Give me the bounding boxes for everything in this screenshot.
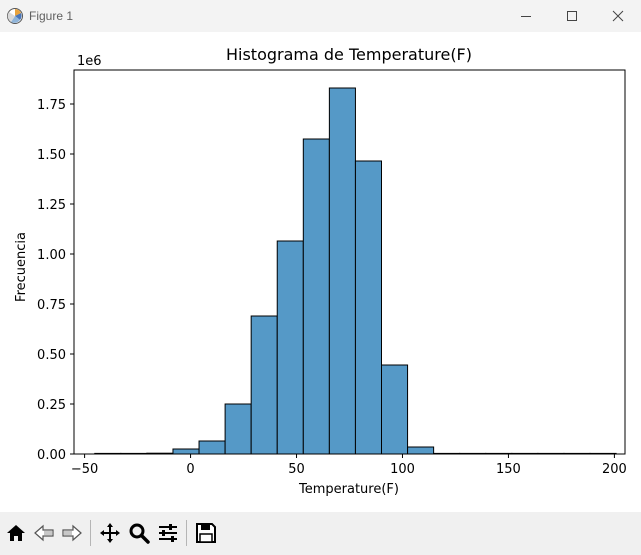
histogram-bar-7 — [276, 240, 304, 455]
zoom-icon — [129, 523, 150, 544]
histogram-bar-8 — [302, 138, 330, 455]
histogram-chart: Histograma de Temperature(F) 1e6 −50 0 50 1… — [14, 45, 627, 497]
toolbar-separator — [90, 520, 91, 546]
y-tick-label: 1.75 — [37, 98, 66, 113]
close-button[interactable] — [595, 0, 641, 32]
histogram-bar-10 — [354, 160, 383, 455]
home-button[interactable] — [3, 520, 29, 546]
x-tick-label: 50 — [288, 462, 305, 477]
maximize-button[interactable] — [549, 0, 595, 32]
forward-button[interactable] — [59, 520, 85, 546]
window-title: Figure 1 — [29, 9, 74, 23]
y-axis-label: Frecuencia — [14, 232, 29, 302]
y-tick-label: 0.00 — [37, 448, 66, 463]
histogram-bar-11 — [381, 364, 409, 455]
title-bar[interactable]: Figure 1 — [0, 0, 641, 32]
pan-button[interactable] — [97, 520, 123, 546]
axes: −50 0 50 100 150 200 0.00 0.25 0.50 0.75 1.00 1.25 1… — [37, 69, 627, 477]
maximize-icon — [567, 11, 577, 21]
y-tick-label: 0.50 — [37, 348, 66, 363]
zoom-button[interactable] — [126, 520, 152, 546]
chart-title: Histograma de Temperature(F) — [226, 45, 472, 64]
forward-icon — [62, 524, 82, 542]
x-tick-label: 150 — [496, 462, 521, 477]
y-tick-label: 0.25 — [37, 398, 66, 413]
back-icon — [34, 524, 54, 542]
histogram-bar-3 — [172, 448, 200, 455]
y-tick-label: 1.00 — [37, 248, 66, 263]
home-icon — [7, 525, 25, 541]
histogram-bars — [94, 87, 617, 455]
y-tick-label: 1.25 — [37, 198, 66, 213]
histogram-bar-4 — [198, 440, 226, 455]
matplotlib-logo-icon — [7, 8, 23, 24]
axes-frame — [73, 69, 626, 455]
x-tick-label: 200 — [602, 462, 627, 477]
save-icon — [196, 523, 216, 543]
pan-icon — [100, 523, 120, 543]
navigation-toolbar — [0, 512, 641, 555]
minimize-icon — [521, 16, 531, 17]
save-button[interactable] — [193, 520, 219, 546]
minimize-button[interactable] — [503, 0, 549, 32]
y-tick-label: 0.75 — [37, 298, 66, 313]
histogram-bar-12 — [407, 446, 435, 455]
toolbar-separator — [186, 520, 187, 546]
configure-subplots-icon — [159, 524, 177, 542]
x-tick-label: 0 — [186, 462, 194, 477]
configure-subplots-button[interactable] — [155, 520, 181, 546]
x-tick-label: −50 — [71, 462, 98, 477]
x-tick-label: 100 — [390, 462, 415, 477]
y-offset-label: 1e6 — [77, 54, 102, 69]
histogram-bar-6 — [250, 315, 278, 455]
y-tick-label: 1.50 — [37, 148, 66, 163]
x-axis-label: Temperature(F) — [298, 482, 399, 497]
close-icon — [612, 10, 624, 22]
figure-canvas[interactable]: Histograma de Temperature(F) 1e6 −50 0 50 1… — [0, 32, 641, 512]
histogram-bar-9 — [328, 87, 356, 455]
back-button[interactable] — [31, 520, 57, 546]
histogram-bar-5 — [224, 403, 252, 455]
